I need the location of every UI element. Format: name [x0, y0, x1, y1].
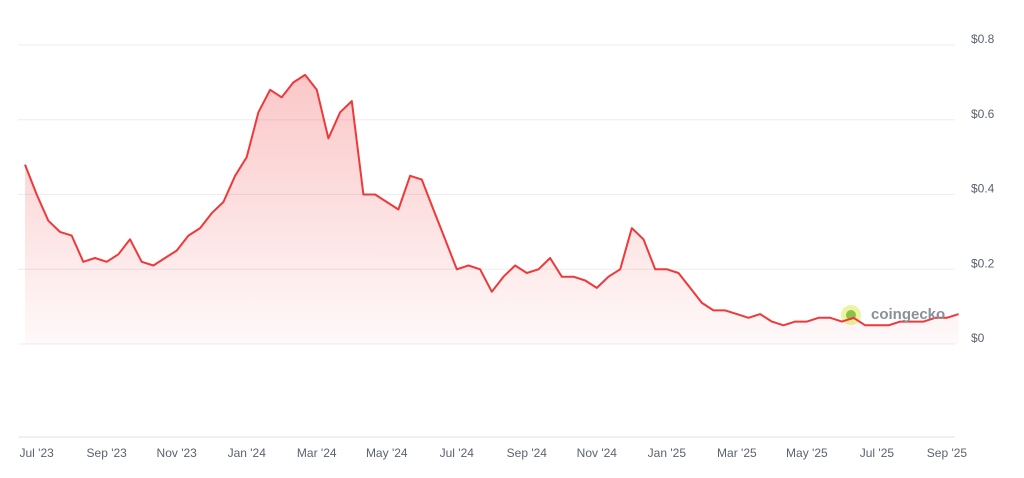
y-tick-label: $0.6 [971, 107, 995, 121]
y-tick-label: $0 [971, 331, 985, 345]
x-tick-label: Jan '24 [228, 446, 267, 460]
watermark: coingecko [871, 306, 945, 323]
x-tick-label: Nov '23 [157, 446, 198, 460]
x-tick-label: Nov '24 [577, 446, 618, 460]
x-tick-label: Jul '24 [440, 446, 475, 460]
x-tick-label: Mar '24 [297, 446, 337, 460]
x-tick-label: May '25 [786, 446, 828, 460]
x-tick-label: Sep '23 [87, 446, 128, 460]
x-tick-label: Jan '25 [648, 446, 687, 460]
x-tick-label: Mar '25 [717, 446, 757, 460]
y-tick-label: $0.2 [971, 256, 995, 270]
price-area [25, 74, 959, 345]
x-tick-label: May '24 [366, 446, 408, 460]
x-tick-label: Sep '25 [927, 446, 968, 460]
y-tick-label: $0.8 [971, 32, 995, 46]
x-tick-label: Jul '23 [20, 446, 55, 460]
y-tick-label: $0.4 [971, 182, 995, 196]
x-tick-label: Sep '24 [507, 446, 548, 460]
price-line [24, 73, 959, 327]
x-tick-label: Jul '25 [860, 446, 895, 460]
